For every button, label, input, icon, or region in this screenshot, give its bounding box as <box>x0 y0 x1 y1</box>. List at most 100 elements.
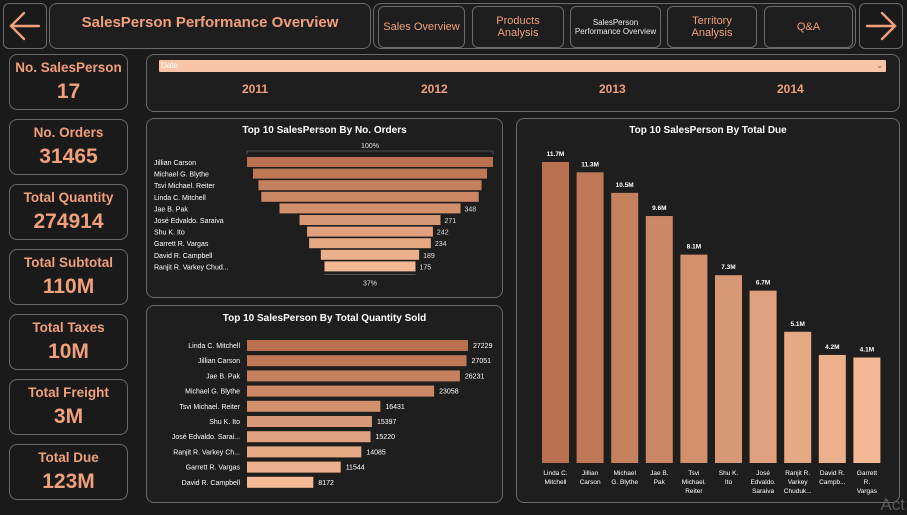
total-due-bar[interactable] <box>645 216 673 463</box>
quantity-bar[interactable] <box>247 416 372 427</box>
funnel-bar[interactable] <box>309 238 431 249</box>
chevron-down-icon: ⌄ <box>876 61 883 70</box>
total-due-category-label: Reiter <box>685 488 703 495</box>
tab-bar <box>373 3 856 49</box>
quantity-bar[interactable] <box>247 431 371 443</box>
total-due-bar[interactable] <box>749 290 777 463</box>
orders-funnel-chart: 100% Jillian Carson Michael G. Blythe Tsvi … <box>154 143 494 287</box>
quantity-value-label: 27051 <box>472 358 492 365</box>
funnel-top-label: 100% <box>361 143 379 150</box>
funnel-bar[interactable] <box>247 157 493 167</box>
total-due-bar[interactable] <box>542 162 569 463</box>
total-due-category-label: Vargas <box>857 488 878 495</box>
total-due-category-label: Linda C. <box>543 470 567 477</box>
funnel-bar[interactable] <box>299 215 441 225</box>
funnel-value-label: 348 <box>464 206 476 213</box>
kpi-label: No. Orders <box>33 125 104 140</box>
quantity-value-label: 15397 <box>377 419 397 426</box>
funnel-category-label: Garrett R. Vargas <box>154 241 209 248</box>
tab-sales-overview[interactable]: Sales Overview <box>378 6 465 48</box>
kpi-label: No. SalesPerson <box>15 60 122 75</box>
quantity-bar[interactable] <box>247 446 362 458</box>
funnel-category-label: Jae B. Pak <box>154 206 188 213</box>
total-due-category-label: Saraiva <box>752 488 774 495</box>
year-option-2011[interactable]: 2011 <box>242 82 269 96</box>
activation-watermark: Act <box>880 495 905 514</box>
kpi-label: Total Subtotal <box>24 255 113 270</box>
kpi-label: Total Quantity <box>23 190 114 205</box>
total-due-category-label: Tsvi <box>688 470 699 477</box>
total-due-category-label: G. Blythe <box>611 479 638 486</box>
total-due-category-label: Mitchell <box>544 479 567 486</box>
total-due-value-label: 7.3M <box>721 264 735 271</box>
kpi-value: 123M <box>42 470 95 493</box>
year-option-2012[interactable]: 2012 <box>421 82 448 96</box>
total-due-category-label: Varkey <box>788 479 808 486</box>
kpi-value: 110M <box>42 275 95 298</box>
quantity-value-label: 23058 <box>439 389 459 396</box>
kpi-label: Total Taxes <box>32 320 105 335</box>
kpi-total-subtotal: Total Subtotal 110M <box>9 249 128 305</box>
back-arrow-button[interactable] <box>3 3 47 49</box>
funnel-bar[interactable] <box>258 180 482 191</box>
total-due-category-label: Edvaldo. <box>750 479 775 486</box>
quantity-value-label: 26231 <box>465 373 485 380</box>
quantity-value-label: 11544 <box>346 465 365 472</box>
total-due-category-label: Michael <box>613 470 636 477</box>
funnel-bar[interactable] <box>261 191 479 202</box>
quantity-bar[interactable] <box>247 355 467 367</box>
total-due-bar[interactable] <box>680 254 708 463</box>
funnel-category-label: Linda C. Mitchell <box>154 195 206 202</box>
forward-arrow-button[interactable] <box>859 3 903 49</box>
kpi-no-orders: No. Orders 31465 <box>9 119 128 175</box>
total-due-bar[interactable] <box>784 331 812 463</box>
quantity-category-label: Ranjit R. Varkey Ch... <box>173 449 240 456</box>
quantity-bar[interactable] <box>247 461 341 473</box>
funnel-bar[interactable] <box>324 261 416 272</box>
kpi-value: 3M <box>53 405 84 428</box>
year-option-2013[interactable]: 2013 <box>599 82 626 96</box>
total-due-category-label: Michael. <box>682 479 706 486</box>
kpi-total-due: Total Due 123M <box>9 444 128 500</box>
tab-products-analysis[interactable]: Products Analysis <box>472 6 564 48</box>
funnel-value-label: 242 <box>437 230 449 237</box>
funnel-bar[interactable] <box>307 226 433 237</box>
tab-salesperson-performance[interactable]: SalesPerson Performance Overview <box>570 6 661 48</box>
quantity-bar[interactable] <box>247 476 314 488</box>
funnel-value-label: 189 <box>423 253 435 260</box>
kpi-label: Total Due <box>38 450 99 465</box>
total-due-bar[interactable] <box>818 354 846 463</box>
chart-title: Top 10 SalesPerson By Total Due <box>629 125 787 136</box>
quantity-category-label: David R. Campbell <box>182 480 241 487</box>
funnel-category-label: Michael G. Blythe <box>154 172 209 179</box>
quantity-value-label: 14085 <box>366 449 386 456</box>
date-dropdown[interactable]: Date ⌄ <box>159 60 886 72</box>
total-due-value-label: 11.7M <box>547 151 565 158</box>
total-due-category-label: David R. <box>820 470 845 477</box>
quantity-bar[interactable] <box>247 340 468 351</box>
total-due-value-label: 6.7M <box>756 280 770 287</box>
kpi-value: 17 <box>56 80 81 103</box>
total-due-bar[interactable] <box>576 172 604 464</box>
tab-qa[interactable]: Q&A <box>764 6 853 48</box>
total-due-category-label: Campb... <box>819 479 846 486</box>
quantity-category-label: Shu K. Ito <box>209 419 240 426</box>
total-due-bar[interactable] <box>611 192 639 463</box>
quantity-bar[interactable] <box>247 400 381 412</box>
funnel-category-label: José Edvaldo. Saraiva <box>154 218 224 225</box>
funnel-bar[interactable] <box>279 203 461 214</box>
total-due-bar[interactable] <box>853 357 881 463</box>
total-due-bar[interactable] <box>715 275 742 463</box>
total-due-value-label: 9.6M <box>652 205 666 212</box>
quantity-value-label: 8172 <box>318 480 334 487</box>
funnel-bar[interactable] <box>252 168 488 179</box>
funnel-bar[interactable] <box>320 249 420 260</box>
quantity-bar[interactable] <box>247 385 435 397</box>
kpi-total-taxes: Total Taxes 10M <box>9 314 128 370</box>
year-option-2014[interactable]: 2014 <box>777 82 804 96</box>
chart-title: Top 10 SalesPerson By Total Quantity Sol… <box>222 313 427 324</box>
quantity-bar[interactable] <box>247 370 460 382</box>
page-title-box: SalesPerson Performance Overview <box>49 3 371 49</box>
tab-territory-analysis[interactable]: Territory Analysis <box>667 6 757 48</box>
total-due-category-label: Pak <box>654 479 666 486</box>
